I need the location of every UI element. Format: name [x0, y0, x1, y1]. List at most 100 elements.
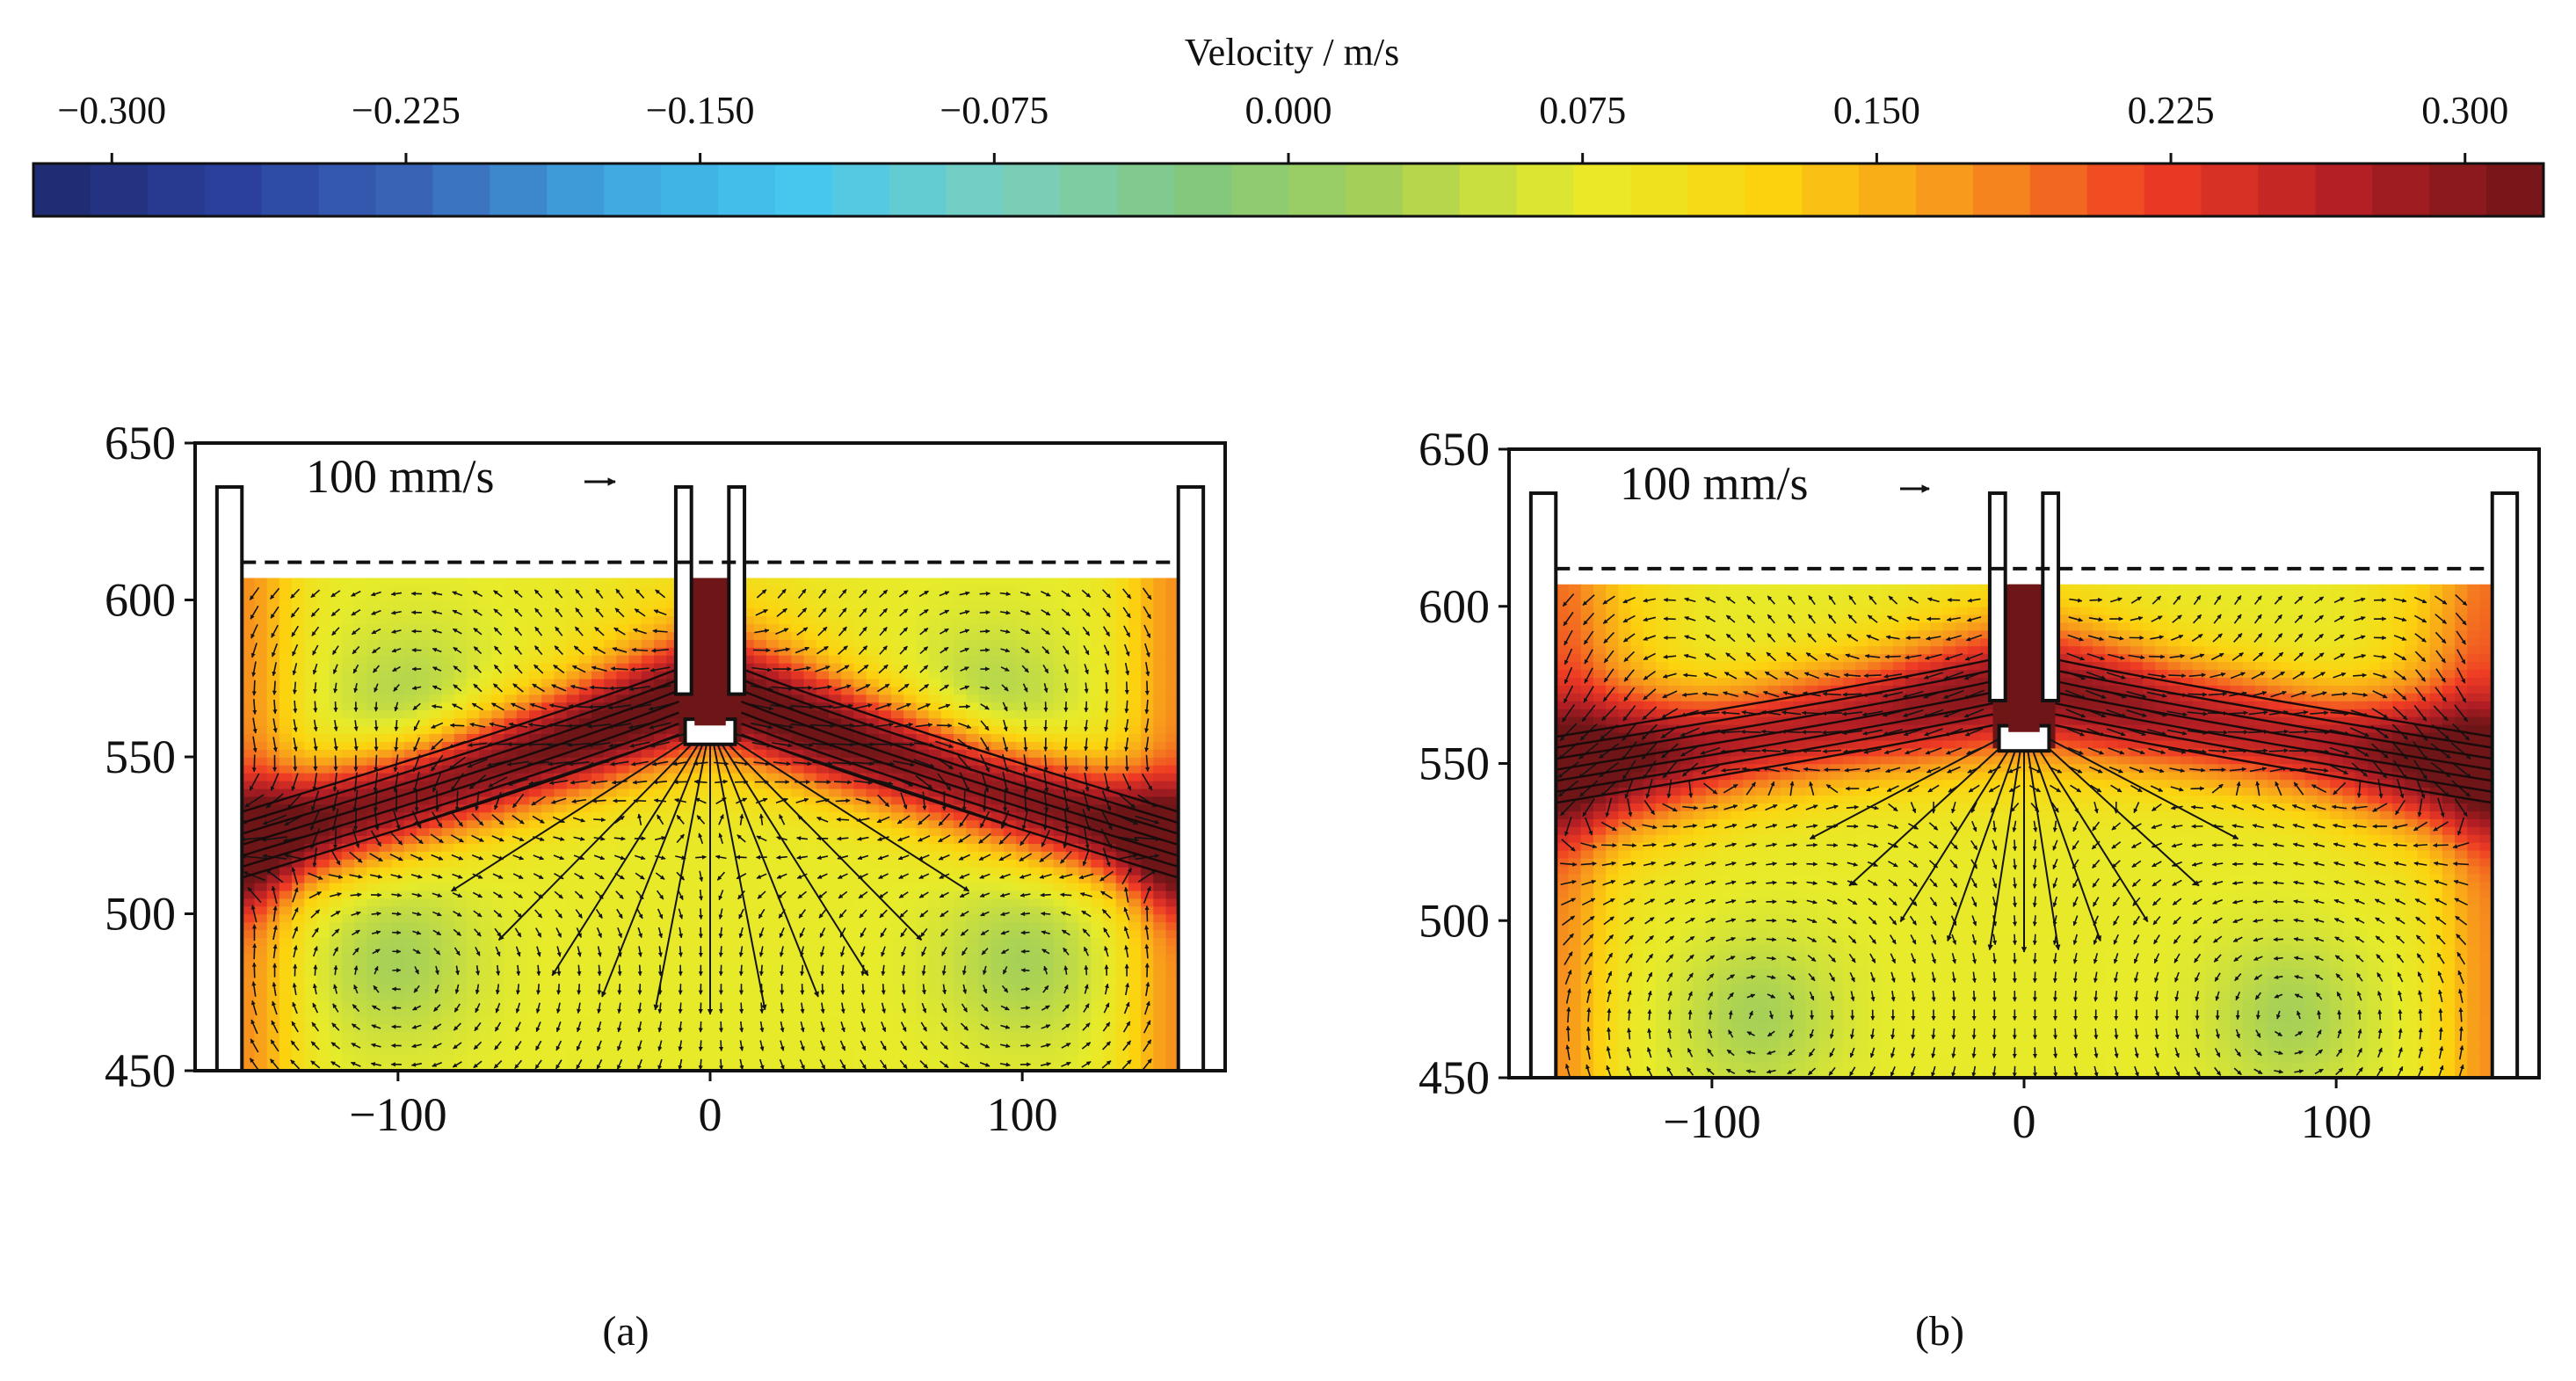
heatmap-cell [341, 1039, 355, 1049]
heatmap-cell [441, 1031, 455, 1041]
heatmap-cell [1165, 890, 1179, 899]
heatmap-cell [379, 921, 393, 931]
heatmap-cell [441, 976, 455, 985]
heatmap-cell [516, 937, 530, 946]
heatmap-cell [403, 811, 417, 821]
heatmap-cell [716, 1039, 730, 1049]
heatmap-cell [1115, 937, 1129, 946]
heatmap-cell [366, 945, 381, 954]
heatmap-cell [554, 953, 568, 962]
heatmap-cell [828, 1047, 842, 1056]
heatmap-cell [1028, 709, 1042, 719]
heatmap-cell [516, 984, 530, 993]
heatmap-cell [1016, 1055, 1030, 1064]
heatmap-cell [554, 961, 568, 970]
heatmap-cell [828, 1007, 842, 1017]
heatmap-cell [903, 851, 918, 860]
heatmap-cell [729, 945, 743, 954]
heatmap-cell [791, 757, 805, 766]
heatmap-cell [266, 772, 280, 781]
heatmap-cell [866, 757, 880, 766]
heatmap-cell [604, 921, 618, 931]
heatmap-cell [866, 772, 880, 781]
heatmap-cell [878, 623, 892, 632]
heatmap-cell [454, 578, 468, 585]
quiver-arrow [374, 701, 379, 712]
quiver-arrow [391, 911, 402, 917]
heatmap-cell [1003, 623, 1017, 632]
heatmap-cell [403, 733, 417, 742]
heatmap-cell [1128, 670, 1142, 680]
quiver-arrow [374, 754, 379, 773]
heatmap-cell [429, 843, 443, 852]
heatmap-cell [266, 937, 280, 946]
heatmap-cell [1115, 882, 1129, 891]
heatmap-cell [454, 725, 468, 735]
heatmap-cell [403, 866, 417, 876]
heatmap-cell [541, 905, 555, 915]
heatmap-cell [1115, 968, 1129, 978]
heatmap-cell [1103, 686, 1117, 695]
heatmap-cell [329, 647, 343, 656]
heatmap-cell [791, 866, 805, 876]
heatmap-cell [504, 662, 518, 672]
heatmap-cell [1016, 866, 1030, 876]
heatmap-cell [916, 843, 930, 852]
heatmap-cell [554, 600, 568, 609]
heatmap-cell [578, 999, 592, 1009]
heatmap-cell [354, 1055, 368, 1064]
heatmap-cell [479, 1063, 493, 1071]
heatmap-cell [541, 819, 555, 829]
heatmap-cell [391, 999, 405, 1009]
heatmap-cell [803, 607, 817, 617]
heatmap-cell [541, 607, 555, 617]
heatmap-cell [628, 662, 642, 672]
heatmap-cell [841, 654, 855, 664]
heatmap-cell [1003, 686, 1017, 695]
heatmap-cell [403, 976, 417, 985]
heatmap-cell [779, 866, 793, 876]
heatmap-cell [1053, 968, 1067, 978]
heatmap-cell [803, 1015, 817, 1025]
heatmap-cell [816, 866, 830, 876]
heatmap-cell [666, 662, 680, 672]
heatmap-cell [890, 905, 904, 915]
heatmap-cell [279, 992, 293, 1001]
heatmap-cell [242, 819, 256, 829]
heatmap-cell [379, 843, 393, 852]
heatmap-cell [928, 607, 942, 617]
heatmap-cell [940, 631, 954, 640]
heatmap-cell [729, 976, 743, 985]
heatmap-cell [304, 654, 318, 664]
heatmap-cell [292, 851, 306, 860]
heatmap-cell [716, 976, 730, 985]
heatmap-cell [779, 811, 793, 821]
heatmap-cell [1078, 929, 1092, 939]
heatmap-cell [403, 1031, 417, 1041]
heatmap-cell [1065, 851, 1079, 860]
heatmap-cell [391, 937, 405, 946]
heatmap-cell [678, 937, 693, 946]
heatmap-cell [928, 578, 942, 585]
heatmap-cell [403, 937, 417, 946]
heatmap-cell [1128, 757, 1142, 766]
heatmap-cell [678, 968, 693, 978]
heatmap-cell [566, 968, 580, 978]
heatmap-cell [541, 898, 555, 907]
heatmap-cell [604, 811, 618, 821]
heatmap-cell [1128, 882, 1142, 891]
heatmap-cell [316, 631, 330, 640]
heatmap-cell [379, 1015, 393, 1025]
heatmap-cell [803, 764, 817, 774]
heatmap-cell [304, 623, 318, 632]
heatmap-cell [604, 866, 618, 876]
heatmap-cell [853, 945, 867, 954]
heatmap-cell [541, 584, 555, 593]
heatmap-cell [266, 1023, 280, 1033]
heatmap-cell [1165, 913, 1179, 923]
heatmap-cell [890, 811, 904, 821]
heatmap-cell [691, 859, 705, 868]
heatmap-cell [354, 592, 368, 601]
heatmap-cell [628, 709, 642, 719]
heatmap-cell [316, 999, 330, 1009]
